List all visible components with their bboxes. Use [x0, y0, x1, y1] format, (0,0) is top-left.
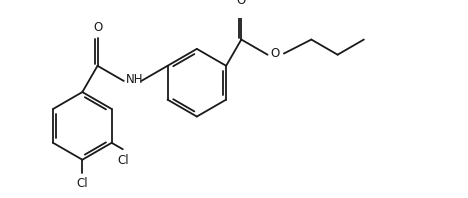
Text: O: O [93, 21, 102, 34]
Text: O: O [270, 47, 279, 60]
Text: Cl: Cl [117, 154, 129, 167]
Text: O: O [237, 0, 246, 8]
Text: Cl: Cl [76, 177, 88, 190]
Text: NH: NH [126, 73, 144, 86]
